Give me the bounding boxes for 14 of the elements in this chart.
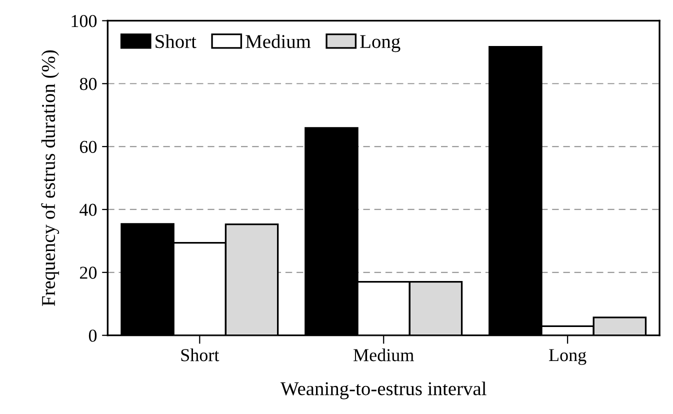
y-tick-label: 20 xyxy=(80,266,97,279)
y-tick-label: 0 xyxy=(88,330,97,342)
legend-label: Medium xyxy=(246,34,311,48)
y-tick-label: 40 xyxy=(80,204,97,216)
y-tick-label: 100 xyxy=(72,14,97,28)
x-tick-label: Short xyxy=(181,348,220,362)
x-tick-label: Medium xyxy=(354,348,414,362)
y-tick-label: 60 xyxy=(80,140,97,153)
legend-label: Short xyxy=(156,34,196,48)
y-tick-label: 80 xyxy=(80,78,97,90)
x-axis-title: Weaning-to-estrus interval xyxy=(280,382,486,400)
legend-label: Long xyxy=(360,35,400,52)
x-tick-label: Long xyxy=(549,349,586,365)
y-axis-title: Frequency of estrus duration (%) xyxy=(41,50,60,306)
